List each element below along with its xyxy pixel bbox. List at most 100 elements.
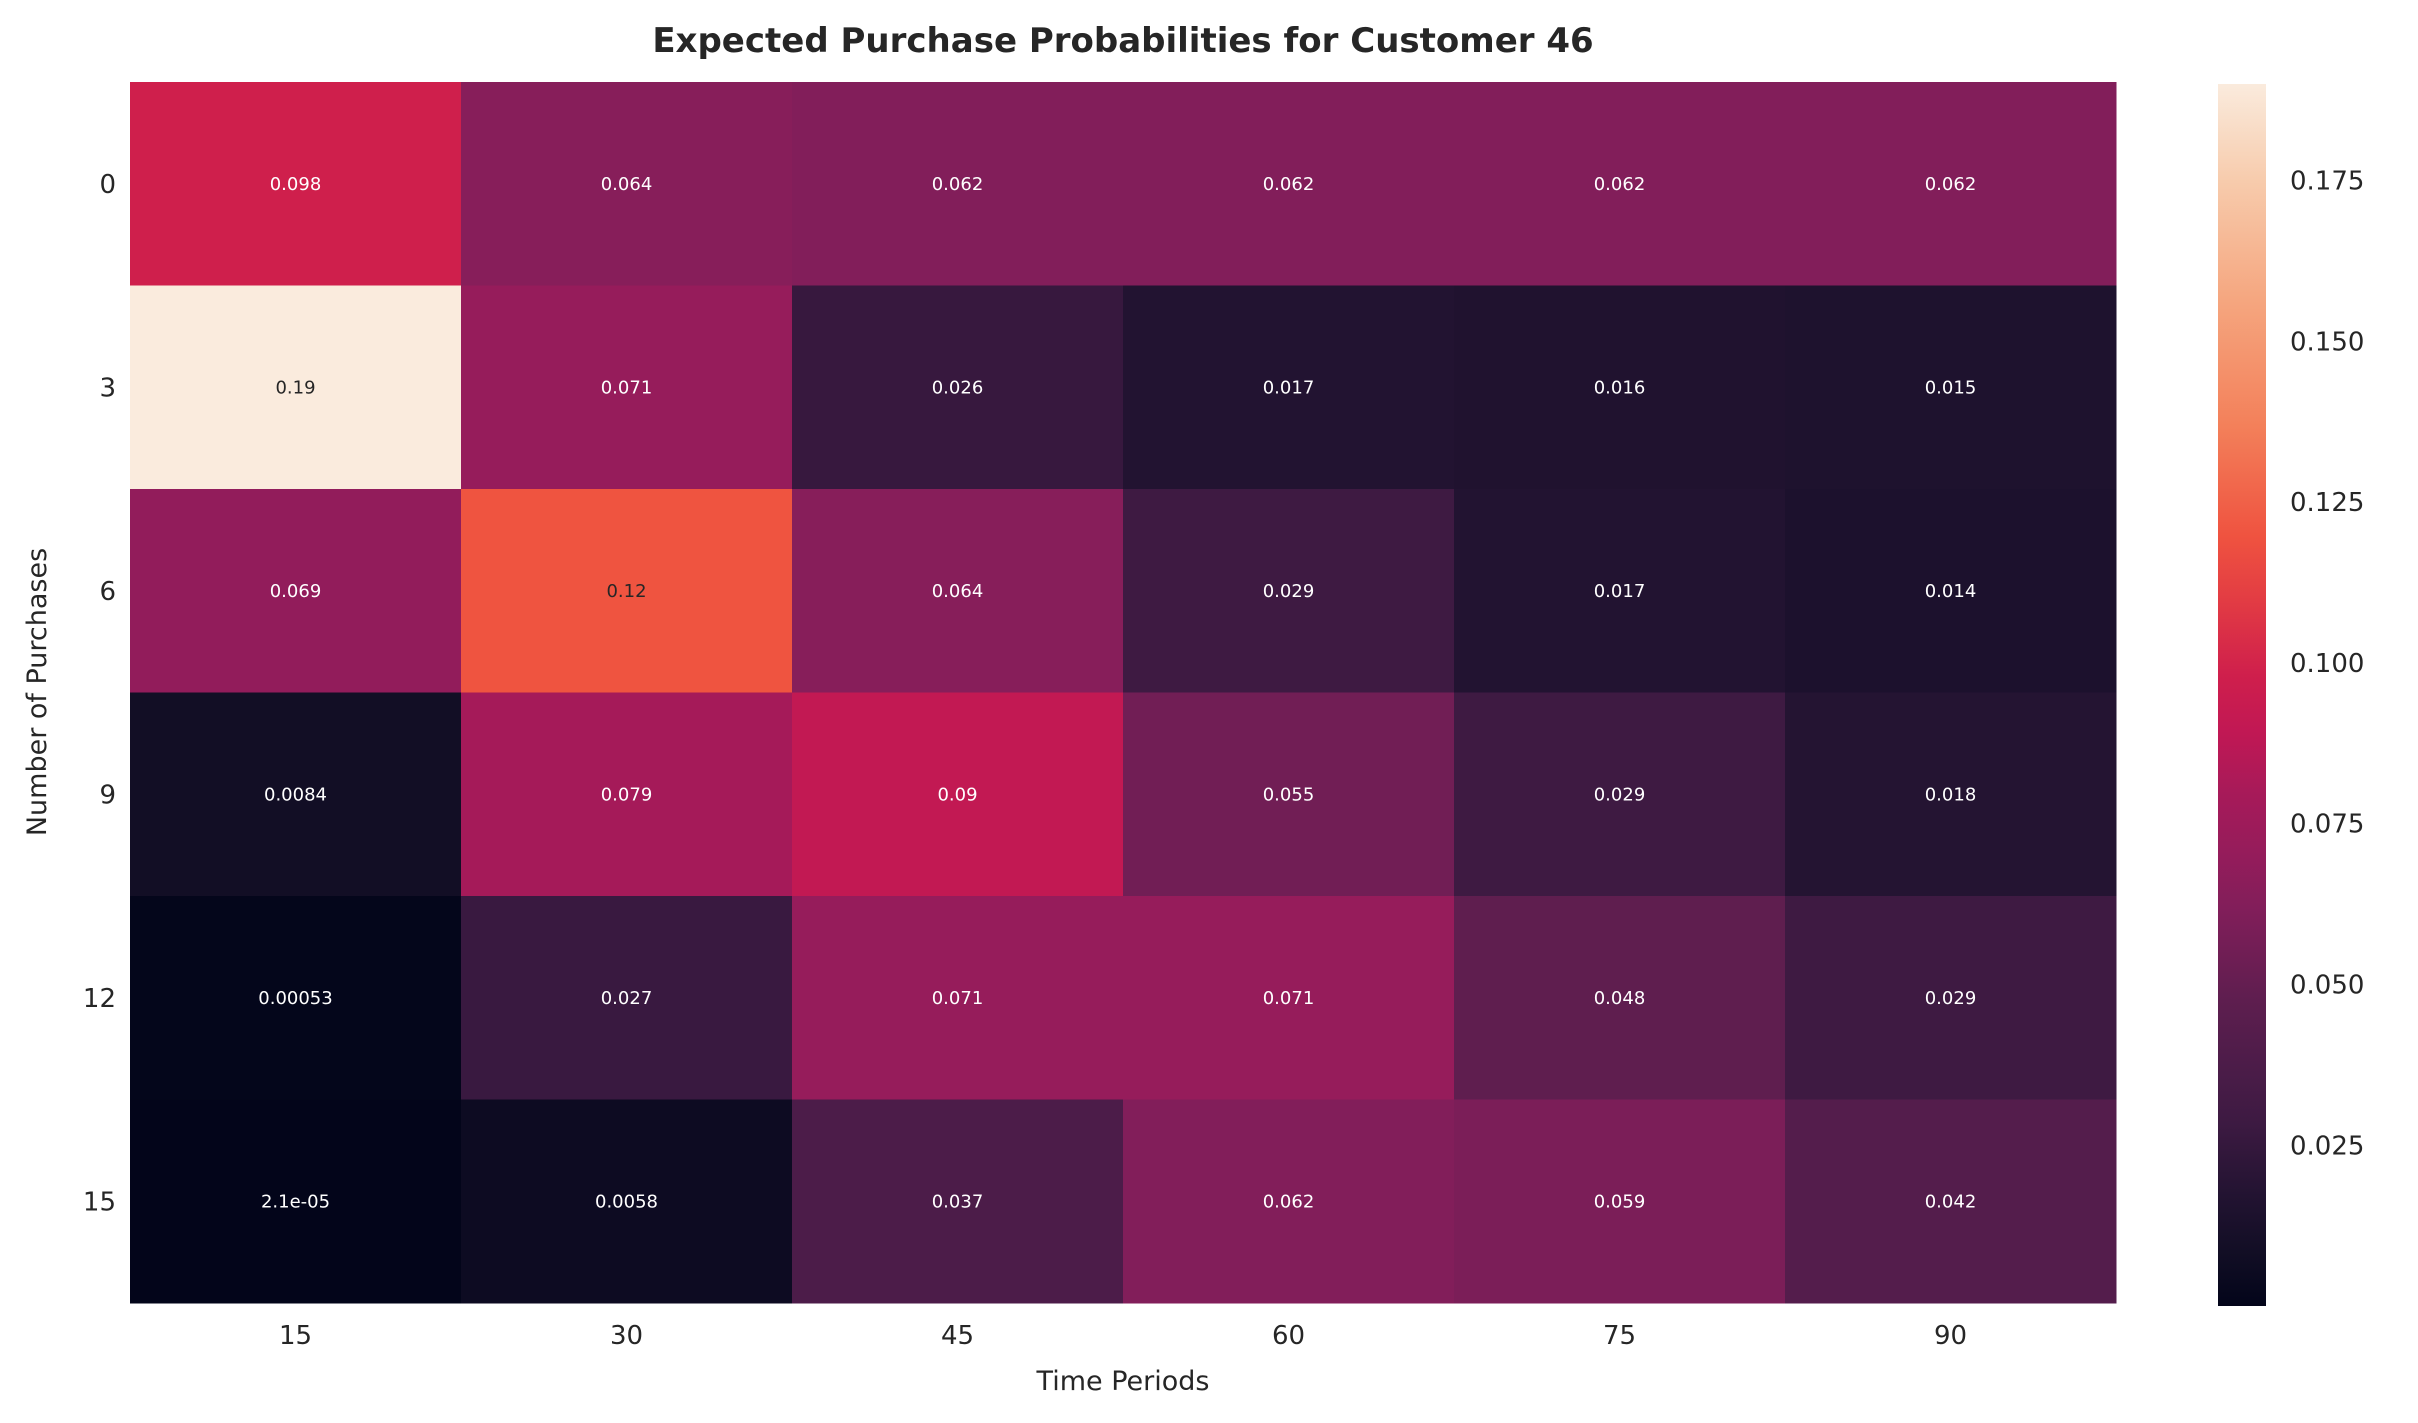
heatmap-cell — [1785, 82, 2117, 286]
cell-annotation: 0.098 — [270, 174, 322, 195]
cell-annotation: 2.1e-05 — [261, 1191, 330, 1212]
colorbar-tick-label: 0.025 — [2290, 1131, 2364, 1161]
colorbar-tick-label: 0.075 — [2290, 810, 2364, 840]
cell-annotation: 0.042 — [1925, 1191, 1977, 1212]
cell-annotation: 0.048 — [1594, 988, 1646, 1009]
colorbar-tick-label: 0.175 — [2290, 166, 2364, 196]
heatmap-cells: 0.098 0.064 0.062 0.062 0.062 0.062 0.19 0.071 0… — [130, 82, 2117, 1304]
heatmap-cell — [461, 692, 793, 897]
heatmap-cell — [792, 692, 1124, 897]
colorbar — [2218, 84, 2266, 1306]
cell-annotation: 0.016 — [1594, 377, 1646, 398]
cell-annotation: 0.0058 — [595, 1191, 658, 1212]
cell-annotation: 0.12 — [606, 581, 646, 602]
cell-annotation: 0.015 — [1925, 377, 1977, 398]
heatmap-cell — [1123, 82, 1455, 286]
heatmap-cell — [1123, 489, 1455, 693]
cell-annotation: 0.017 — [1594, 581, 1646, 602]
y-tick-label: 15 — [83, 1187, 116, 1217]
y-tick-label: 12 — [83, 984, 116, 1014]
heatmap-cell — [461, 285, 793, 490]
chart-title: Expected Purchase Probabilities for Cust… — [652, 21, 1593, 61]
cell-annotation: 0.026 — [932, 377, 984, 398]
cell-annotation: 0.029 — [1594, 784, 1646, 805]
cell-annotation: 0.059 — [1594, 1191, 1646, 1212]
cell-annotation: 0.018 — [1925, 784, 1977, 805]
cell-annotation: 0.062 — [1925, 174, 1977, 195]
cell-annotation: 0.055 — [1263, 784, 1315, 805]
x-tick-label: 75 — [1603, 1321, 1636, 1351]
heatmap-cell — [1123, 896, 1455, 1100]
heatmap-cell — [1785, 285, 2117, 490]
heatmap-cell — [792, 285, 1124, 490]
heatmap-cell — [792, 1099, 1124, 1304]
cell-annotation: 0.071 — [601, 377, 653, 398]
cell-annotation: 0.062 — [932, 174, 984, 195]
heatmap-cell — [130, 692, 462, 897]
x-tick-label: 90 — [1934, 1321, 1967, 1351]
heatmap-cell — [792, 489, 1124, 693]
colorbar-tick-label: 0.150 — [2290, 327, 2364, 357]
cell-annotation: 0.029 — [1925, 988, 1977, 1009]
x-tick-labels: 15 30 45 60 75 90 — [279, 1321, 1967, 1351]
x-tick-label: 45 — [941, 1321, 974, 1351]
cell-annotation: 0.0084 — [264, 784, 327, 805]
heatmap-cell — [130, 285, 462, 490]
cell-annotation: 0.19 — [275, 377, 315, 398]
cell-annotation: 0.014 — [1925, 581, 1977, 602]
cell-annotation: 0.079 — [601, 784, 653, 805]
y-tick-label: 6 — [99, 577, 116, 607]
y-tick-labels: 0 3 6 9 12 15 — [83, 170, 116, 1218]
heatmap-cell — [1785, 692, 2117, 897]
x-tick-label: 15 — [279, 1321, 312, 1351]
heatmap-cell — [461, 896, 793, 1100]
colorbar-tick-label: 0.050 — [2290, 971, 2364, 1001]
heatmap-cell — [1454, 692, 1786, 897]
cell-annotation: 0.062 — [1263, 1191, 1315, 1212]
cell-annotation: 0.064 — [601, 174, 653, 195]
cell-annotation: 0.00053 — [258, 988, 332, 1009]
y-tick-label: 9 — [99, 780, 116, 810]
heatmap-cell — [130, 489, 462, 693]
colorbar-tick-label: 0.100 — [2290, 649, 2364, 679]
cell-annotation: 0.017 — [1263, 377, 1315, 398]
x-tick-label: 60 — [1272, 1321, 1305, 1351]
heatmap-cell — [130, 896, 462, 1100]
heatmap-cell — [461, 1099, 793, 1304]
cell-annotation: 0.071 — [932, 988, 984, 1009]
cell-annotation: 0.029 — [1263, 581, 1315, 602]
cell-annotation: 0.037 — [932, 1191, 984, 1212]
heatmap-cell — [792, 896, 1124, 1100]
heatmap-cell — [1123, 1099, 1455, 1304]
cell-annotation: 0.09 — [937, 784, 977, 805]
heatmap-cell — [1454, 896, 1786, 1100]
heatmap-cell — [1123, 692, 1455, 897]
x-tick-label: 30 — [610, 1321, 643, 1351]
heatmap-cell — [461, 489, 793, 693]
heatmap-cell — [1454, 1099, 1786, 1304]
cell-annotation: 0.062 — [1594, 174, 1646, 195]
cell-annotation: 0.069 — [270, 581, 322, 602]
heatmap-cell — [1123, 285, 1455, 490]
heatmap-cell — [1454, 285, 1786, 490]
colorbar-ticks: 0.025 0.050 0.075 0.100 0.125 0.150 0.175 — [2290, 166, 2364, 1161]
colorbar-tick-label: 0.125 — [2290, 488, 2364, 518]
cell-annotation: 0.071 — [1263, 988, 1315, 1009]
heatmap-cell — [1785, 896, 2117, 1100]
heatmap-cell — [1785, 489, 2117, 693]
x-axis-label: Time Periods — [1036, 1366, 1210, 1397]
y-tick-label: 0 — [99, 170, 116, 200]
heatmap-cell — [130, 82, 462, 286]
heatmap-cell — [1454, 489, 1786, 693]
y-tick-label: 3 — [99, 373, 116, 403]
heatmap-cell — [130, 1099, 462, 1304]
heatmap-cell — [1454, 82, 1786, 286]
heatmap-cell — [1785, 1099, 2117, 1304]
y-axis-label: Number of Purchases — [22, 548, 53, 836]
cell-annotation: 0.062 — [1263, 174, 1315, 195]
heatmap-cell — [461, 82, 793, 286]
cell-annotation: 0.064 — [932, 581, 984, 602]
cell-annotation: 0.027 — [601, 988, 653, 1009]
heatmap-cell — [792, 82, 1124, 286]
